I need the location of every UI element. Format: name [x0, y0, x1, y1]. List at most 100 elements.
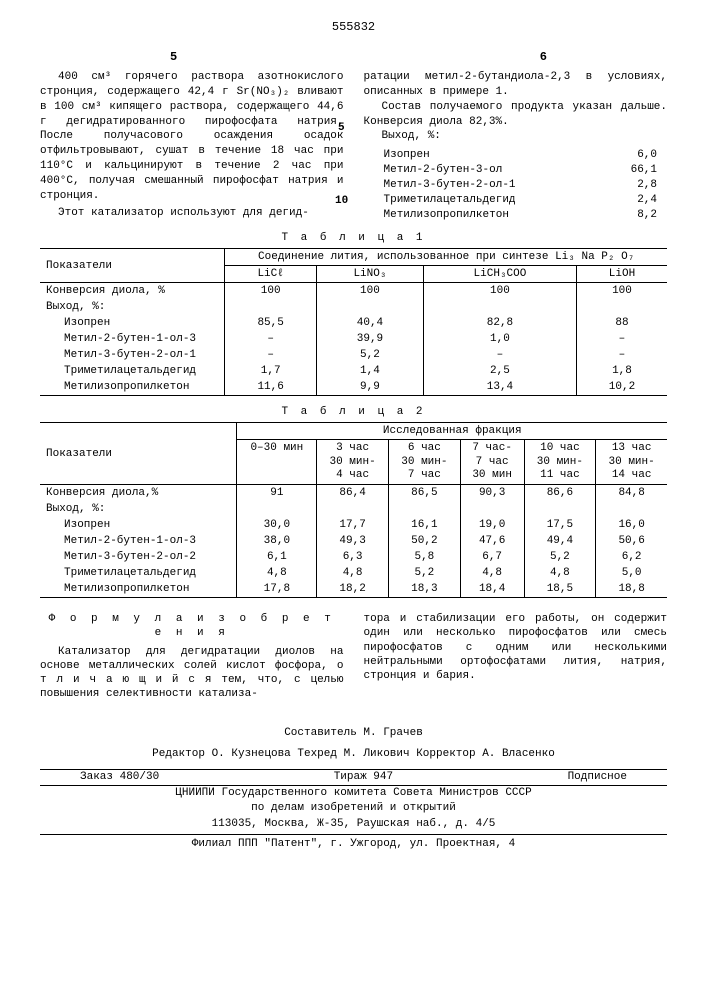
table-row-label: Изопрен	[40, 315, 225, 331]
table-row: Изопрен30,017,716,119,017,516,0	[40, 517, 667, 533]
table-row: Метил-3-бутен-2-ол-26,16,35,86,75,26,2	[40, 549, 667, 565]
address-line: 113035, Москва, Ж-35, Раушская наб., д. …	[40, 817, 667, 832]
composition-value: 6,0	[607, 148, 667, 163]
page-number-right: 6	[540, 50, 547, 64]
table-cell: 18,4	[460, 581, 524, 597]
table1-col-header: LiCℓ	[225, 266, 317, 283]
document-number: 555832	[332, 20, 375, 34]
table-cell: 40,4	[316, 315, 423, 331]
table-cell: 6,3	[317, 549, 389, 565]
table-row: Метил-3-бутен-2-ол-1–5,2––	[40, 347, 667, 363]
table-cell	[423, 299, 576, 315]
table-cell: 6,2	[596, 549, 667, 565]
composer-line: Составитель М. Грачев	[40, 726, 667, 741]
table-row: Конверсия диола, %100100100100	[40, 283, 667, 300]
margin-line-10: 10	[335, 195, 348, 207]
table-row: Метилизопропилкетон17,818,218,318,418,51…	[40, 581, 667, 597]
composition-value: 2,8	[607, 178, 667, 193]
table-cell: 2,5	[423, 363, 576, 379]
table-cell: 5,2	[316, 347, 423, 363]
table-cell: 18,3	[389, 581, 461, 597]
table2-caption: Т а б л и ц а 2	[40, 406, 667, 418]
right-paragraph-1: ратации метил-2-бутандиола-2,3 в условия…	[364, 70, 668, 100]
table-cell	[460, 501, 524, 517]
table-row: Выход, %:	[40, 501, 667, 517]
table-row-label: Выход, %:	[40, 501, 237, 517]
composition-row: Триметилацетальдегид2,4	[364, 193, 668, 208]
table2-col-header: 13 час 30 мин- 14 час	[596, 440, 667, 485]
table1-header-main: Соединение лития, использованное при син…	[225, 249, 667, 266]
right-paragraph-2: Состав получаемого продукта указан дальш…	[364, 100, 668, 130]
table-cell: 5,2	[524, 549, 596, 565]
table-row-label: Конверсия диола, %	[40, 283, 225, 300]
table1: ПоказателиСоединение лития, использованн…	[40, 248, 667, 396]
table-cell	[596, 501, 667, 517]
composition-row: Метилизопропилкетон8,2	[364, 208, 668, 223]
left-paragraph-2: Этот катализатор используют для дегид-	[40, 206, 344, 221]
composition-label: Метилизопропилкетон	[364, 208, 608, 223]
table-row: Метил-2-бутен-1-ол-338,049,350,247,649,4…	[40, 533, 667, 549]
table-cell	[576, 299, 667, 315]
table1-col-header: LiCH₃COO	[423, 266, 576, 283]
table1-col-header: LiNO₃	[316, 266, 423, 283]
table-cell: 4,8	[237, 565, 317, 581]
margin-line-5: 5	[338, 122, 345, 134]
table-cell	[316, 299, 423, 315]
table-cell: 90,3	[460, 485, 524, 502]
table2-col-header: 3 час 30 мин- 4 час	[317, 440, 389, 485]
table-cell: 1,8	[576, 363, 667, 379]
table-row-label: Выход, %:	[40, 299, 225, 315]
table-cell: 39,9	[316, 331, 423, 347]
table-cell	[524, 501, 596, 517]
table-cell: 18,2	[317, 581, 389, 597]
table-row-label: Метил-3-бутен-2-ол-2	[40, 549, 237, 565]
table-cell: 100	[225, 283, 317, 300]
table-cell	[389, 501, 461, 517]
table-row-label: Метил-2-бутен-1-ол-3	[40, 533, 237, 549]
footer-details-row: Заказ 480/30 Тираж 947 Подписное	[40, 769, 667, 786]
formula-left: Ф о р м у л а и з о б р е т е н и я Ката…	[40, 612, 344, 702]
table-cell: 1,4	[316, 363, 423, 379]
table-cell: 16,0	[596, 517, 667, 533]
table-row-label: Метилизопропилкетон	[40, 581, 237, 597]
table-row-label: Метил-2-бутен-1-ол-3	[40, 331, 225, 347]
table-row-label: Конверсия диола,%	[40, 485, 237, 502]
table-cell: 16,1	[389, 517, 461, 533]
order-number: Заказ 480/30	[80, 770, 159, 785]
table-cell: 100	[423, 283, 576, 300]
table-row-label: Триметилацетальдегид	[40, 565, 237, 581]
composition-list: Изопрен6,0Метил-2-бутен-3-ол66,1Метил-3-…	[364, 148, 668, 222]
table-cell: 84,8	[596, 485, 667, 502]
table-cell: 17,5	[524, 517, 596, 533]
credits-line: Редактор О. Кузнецова Техред М. Ликович …	[40, 747, 667, 762]
table-cell: 4,8	[524, 565, 596, 581]
table-cell: 100	[576, 283, 667, 300]
table-cell: 47,6	[460, 533, 524, 549]
table-row: Метилизопропилкетон11,69,913,410,2	[40, 379, 667, 395]
subscription: Подписное	[568, 770, 627, 785]
table-cell: 4,8	[460, 565, 524, 581]
footer: Составитель М. Грачев Редактор О. Кузнец…	[40, 726, 667, 853]
table-cell: 6,1	[237, 549, 317, 565]
table-row-label: Метилизопропилкетон	[40, 379, 225, 395]
table-cell	[317, 501, 389, 517]
table-row: Триметилацетальдегид1,71,42,51,8	[40, 363, 667, 379]
table-row-label: Триметилацетальдегид	[40, 363, 225, 379]
table-cell: 86,6	[524, 485, 596, 502]
right-paragraph-3: Выход, %:	[364, 129, 668, 144]
table2-row-header: Показатели	[40, 423, 237, 484]
table-cell: 19,0	[460, 517, 524, 533]
table-cell: 1,0	[423, 331, 576, 347]
page: 555832 5 6 5 10 400 см³ горячего раствор…	[0, 0, 707, 1000]
table-row-label: Изопрен	[40, 517, 237, 533]
table-cell: 5,8	[389, 549, 461, 565]
branch-line: Филиал ППП "Патент", г. Ужгород, ул. Про…	[40, 837, 667, 852]
table-cell: 4,8	[317, 565, 389, 581]
table-cell: 86,4	[317, 485, 389, 502]
composition-label: Изопрен	[364, 148, 608, 163]
tirage: Тираж 947	[334, 770, 393, 785]
page-number-left: 5	[170, 50, 177, 64]
table-row: Выход, %:	[40, 299, 667, 315]
table-row: Изопрен85,540,482,888	[40, 315, 667, 331]
table-cell: 30,0	[237, 517, 317, 533]
